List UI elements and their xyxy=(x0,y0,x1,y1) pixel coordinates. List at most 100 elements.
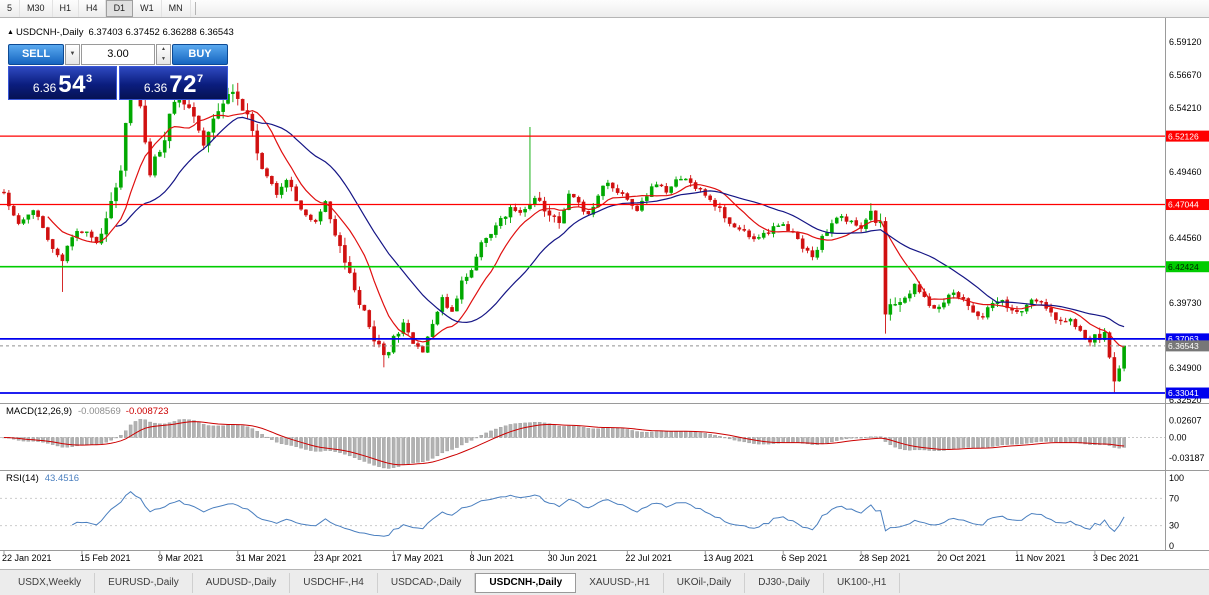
chart-tab-usdcnh-daily[interactable]: USDCNH-,Daily xyxy=(475,573,577,593)
timeframe-button-m30[interactable]: M30 xyxy=(20,0,53,17)
buy-button[interactable]: BUY xyxy=(172,44,228,65)
chart-tab-xauusd-h1[interactable]: XAUUSD-,H1 xyxy=(576,573,664,593)
timeframe-button-h4[interactable]: H4 xyxy=(79,0,106,17)
chart-tab-dj30-daily[interactable]: DJ30-,Daily xyxy=(745,573,824,593)
chart-tab-usdx-weekly[interactable]: USDX,Weekly xyxy=(5,573,96,593)
chart-tab-usdchf-h4[interactable]: USDCHF-,H4 xyxy=(290,573,378,593)
svg-text:6.37063: 6.37063 xyxy=(1168,334,1199,344)
rsi-name: RSI(14) xyxy=(6,473,39,484)
price-tick-label: 6.54210 xyxy=(1169,103,1202,113)
chart-title-ohlc: 6.37403 6.37452 6.36288 6.36543 xyxy=(88,27,234,38)
chart-title: ▲ USDCNH-,Daily 6.37403 6.37452 6.36288 6.… xyxy=(7,27,234,38)
price-tick-label: 6.32520 xyxy=(1169,395,1202,405)
collapse-triangle-icon[interactable]: ▲ xyxy=(7,29,14,36)
price-badge-6.37063: 6.37063 xyxy=(1166,333,1209,345)
volume-input[interactable]: 3.00 xyxy=(81,44,155,65)
date-label: 9 Mar 2021 xyxy=(158,553,204,563)
date-label: 28 Sep 2021 xyxy=(859,553,910,563)
price-tick-label: 6.39730 xyxy=(1169,298,1202,308)
timeframe-button-5[interactable]: 5 xyxy=(0,0,21,17)
macd-value-main: -0.008569 xyxy=(78,406,121,417)
price-badge-6.52126: 6.52126 xyxy=(1166,130,1209,142)
date-label: 3 Dec 2021 xyxy=(1093,553,1139,563)
chart-tab-usdcad-daily[interactable]: USDCAD-,Daily xyxy=(377,573,476,593)
candles-layer xyxy=(2,67,1126,393)
stepper-up-icon[interactable]: ▲ xyxy=(161,46,166,52)
price-tick-label: 6.34900 xyxy=(1169,363,1202,373)
sell-price-big: 54 xyxy=(58,71,86,98)
date-label: 8 Jun 2021 xyxy=(470,553,515,563)
date-label: 22 Jan 2021 xyxy=(2,553,52,563)
price-tick-label: 6.59120 xyxy=(1169,37,1202,47)
date-label: 17 May 2021 xyxy=(392,553,444,563)
price-badge-6.47044: 6.47044 xyxy=(1166,199,1209,211)
macd-layer xyxy=(0,419,1166,469)
rsi-tick-label: 100 xyxy=(1169,473,1184,483)
macd-label: MACD(12,26,9) -0.008569 -0.008723 xyxy=(6,406,169,417)
rsi-label: RSI(14) 43.4516 xyxy=(6,473,79,484)
date-label: 31 Mar 2021 xyxy=(236,553,287,563)
timeframe-button-h1[interactable]: H1 xyxy=(53,0,80,17)
buy-price-sup: 7 xyxy=(196,73,204,85)
date-label: 11 Nov 2021 xyxy=(1015,553,1065,563)
chart-tab-eurusd-daily[interactable]: EURUSD-,Daily xyxy=(95,573,193,593)
date-label: 20 Oct 2021 xyxy=(937,553,986,563)
svg-text:6.33041: 6.33041 xyxy=(1168,388,1199,398)
macd-signal-line xyxy=(3,421,1125,466)
timeframe-button-w1[interactable]: W1 xyxy=(133,0,162,17)
buy-price-display[interactable]: 6.36727 xyxy=(119,66,228,100)
rsi-tick-label: 0 xyxy=(1169,541,1174,551)
svg-text:6.47044: 6.47044 xyxy=(1168,200,1199,210)
timeframe-button-d1[interactable]: D1 xyxy=(105,0,134,17)
sell-price-prefix: 6.36 xyxy=(32,81,57,95)
chevron-down-icon: ▼ xyxy=(69,51,76,57)
date-label: 30 Jun 2021 xyxy=(547,553,597,563)
sell-price-display[interactable]: 6.36543 xyxy=(8,66,117,100)
chart-tab-audusd-daily[interactable]: AUDUSD-,Daily xyxy=(192,573,291,593)
stepper-down-icon[interactable]: ▼ xyxy=(161,55,166,62)
date-label: 6 Sep 2021 xyxy=(781,553,827,563)
sell-price-sup: 3 xyxy=(85,73,93,85)
chart-title-symbol: USDCNH-,Daily xyxy=(15,27,84,38)
macd-tick-label: 0.02607 xyxy=(1169,416,1202,426)
toolbar-separator xyxy=(194,2,196,15)
date-label: 23 Apr 2021 xyxy=(314,553,363,563)
date-label: 15 Feb 2021 xyxy=(80,553,131,563)
svg-text:6.36543: 6.36543 xyxy=(1168,341,1199,351)
macd-value-signal: -0.008723 xyxy=(125,406,169,417)
chart-tab-bar: USDX,Weekly EURUSD-,Daily AUDUSD-,Daily USD… xyxy=(0,569,1209,595)
buy-price-prefix: 6.36 xyxy=(143,81,168,95)
macd-tick-label: -0.03187 xyxy=(1169,453,1205,463)
moving-average-24 xyxy=(115,116,1125,328)
price-badge-6.36543: 6.36543 xyxy=(1166,340,1209,352)
timeframe-toolbar: 5 M30 H1 H4 D1 W1 MN xyxy=(0,0,1209,18)
order-type-dropdown[interactable]: ▼ xyxy=(65,44,80,65)
rsi-layer xyxy=(0,491,1166,537)
price-tick-label: 6.49460 xyxy=(1169,167,1202,177)
rsi-tick-label: 30 xyxy=(1169,521,1179,531)
volume-stepper[interactable]: ▲ ▼ xyxy=(156,44,171,65)
rsi-value: 43.4516 xyxy=(44,473,80,484)
price-badge-6.42424: 6.42424 xyxy=(1166,261,1209,273)
trade-prices-row: 6.36543 6.36727 xyxy=(8,66,228,100)
price-badge-6.33041: 6.33041 xyxy=(1166,387,1209,399)
chart-tab-ukoil-daily[interactable]: UKOil-,Daily xyxy=(663,573,746,593)
price-tick-label: 6.56670 xyxy=(1169,70,1202,80)
rsi-line xyxy=(71,491,1125,537)
price-tick-label: 6.44560 xyxy=(1169,233,1202,243)
date-label: 13 Aug 2021 xyxy=(703,553,754,563)
rsi-tick-label: 70 xyxy=(1169,493,1179,503)
sell-button[interactable]: SELL xyxy=(8,44,64,65)
svg-text:6.42424: 6.42424 xyxy=(1168,262,1199,272)
buy-price-big: 72 xyxy=(169,71,197,98)
moving-average-10 xyxy=(47,109,1125,348)
timeframe-button-mn[interactable]: MN xyxy=(162,0,191,17)
svg-text:6.52126: 6.52126 xyxy=(1168,131,1199,141)
chart-tab-uk100-h1[interactable]: UK100-,H1 xyxy=(823,573,901,593)
date-label: 22 Jul 2021 xyxy=(625,553,672,563)
trade-controls-row: SELL ▼ 3.00 ▲ ▼ BUY xyxy=(8,44,228,65)
one-click-trading-panel: SELL ▼ 3.00 ▲ ▼ BUY 6.36543 6.36727 xyxy=(8,44,228,100)
macd-tick-label: 0.00 xyxy=(1169,433,1187,443)
macd-name: MACD(12,26,9) xyxy=(6,406,72,417)
